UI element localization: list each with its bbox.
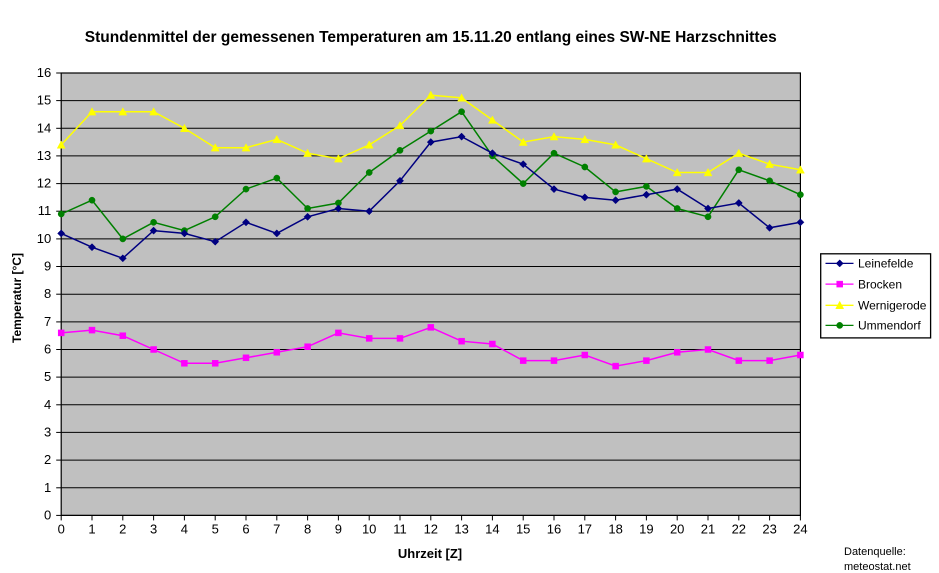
svg-text:16: 16 [37,65,51,80]
svg-text:6: 6 [44,342,51,357]
svg-text:12: 12 [424,521,438,536]
svg-text:18: 18 [608,521,622,536]
svg-text:0: 0 [58,521,65,536]
svg-text:3: 3 [150,521,157,536]
svg-text:2: 2 [44,452,51,467]
svg-text:14: 14 [485,521,499,536]
svg-text:8: 8 [44,286,51,301]
svg-text:3: 3 [44,424,51,439]
svg-text:24: 24 [793,521,807,536]
svg-text:9: 9 [44,259,51,274]
svg-text:14: 14 [37,120,51,135]
svg-text:4: 4 [44,397,51,412]
svg-text:7: 7 [273,521,280,536]
svg-text:6: 6 [242,521,249,536]
svg-text:13: 13 [454,521,468,536]
svg-text:22: 22 [732,521,746,536]
svg-text:5: 5 [212,521,219,536]
svg-text:20: 20 [670,521,684,536]
svg-text:23: 23 [762,521,776,536]
svg-text:1: 1 [44,480,51,495]
svg-text:17: 17 [578,521,592,536]
svg-text:Leinefelde: Leinefelde [858,257,914,271]
svg-text:Brocken: Brocken [858,277,902,291]
svg-text:21: 21 [701,521,715,536]
svg-text:15: 15 [516,521,530,536]
svg-text:2: 2 [119,521,126,536]
svg-text:4: 4 [181,521,188,536]
svg-text:10: 10 [362,521,376,536]
svg-text:16: 16 [547,521,561,536]
svg-text:8: 8 [304,521,311,536]
svg-text:11: 11 [393,521,407,536]
svg-text:5: 5 [44,369,51,384]
svg-text:10: 10 [37,231,51,246]
svg-text:0: 0 [44,507,51,522]
svg-text:11: 11 [38,203,52,218]
svg-text:19: 19 [639,521,653,536]
svg-text:13: 13 [37,148,51,163]
svg-text:Wernigerode: Wernigerode [858,299,927,313]
svg-text:15: 15 [37,93,51,108]
svg-text:7: 7 [44,314,51,329]
svg-text:1: 1 [88,521,95,536]
svg-text:12: 12 [37,176,51,191]
svg-text:Ummendorf: Ummendorf [858,319,921,333]
svg-text:9: 9 [335,521,342,536]
